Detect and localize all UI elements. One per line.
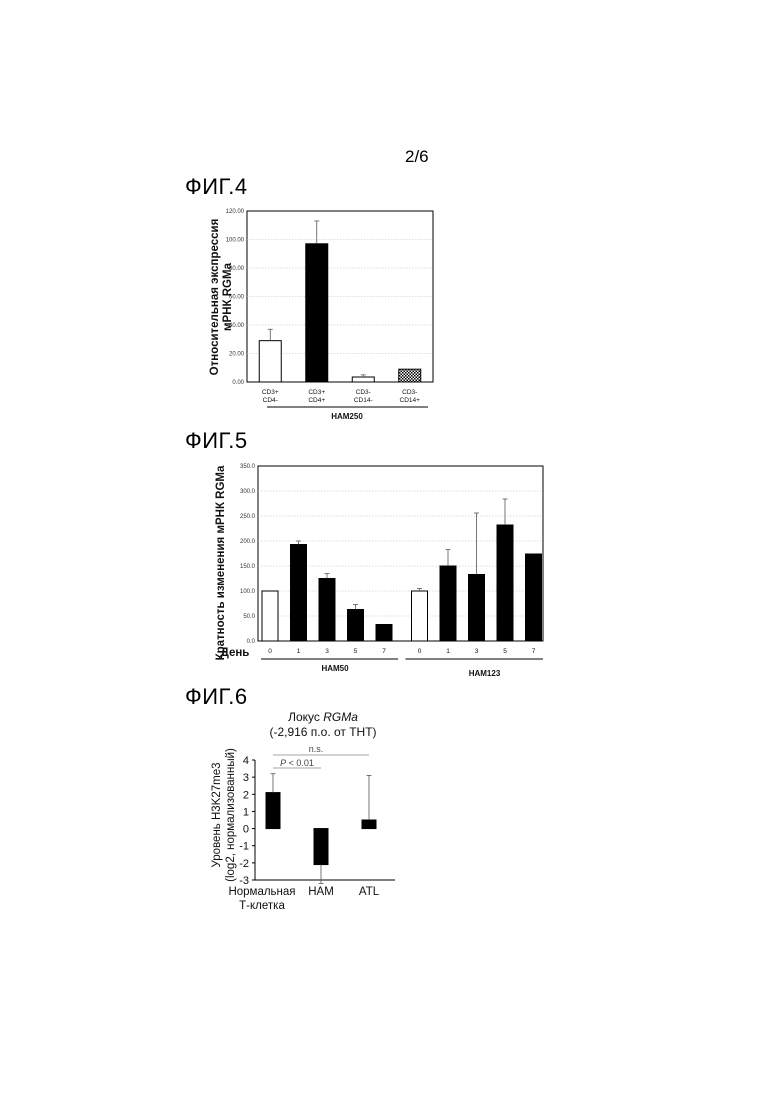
group-label: HAM250 <box>331 412 363 421</box>
y-tick-label: 200.0 <box>240 539 256 545</box>
y-tick-label: 2 <box>243 789 249 801</box>
chart-title: Локус RGMa <box>288 710 358 724</box>
bar <box>259 341 281 382</box>
y-tick-label: 100.00 <box>226 238 245 244</box>
category-label: CD3- <box>402 389 417 396</box>
category-label: CD3+ <box>262 389 279 396</box>
figure-5-chart: 0.0 50.0 100.0 150.0 200.0 250.0 300.0 350.0 0 1 3… <box>215 464 543 678</box>
p-value-text: < 0.01 <box>286 758 314 768</box>
bar <box>291 545 307 642</box>
y-tick-label: 50.0 <box>243 614 255 620</box>
category-label: 5 <box>503 648 507 655</box>
category-label: CD4- <box>263 397 278 404</box>
bar <box>266 793 280 829</box>
category-label: CD14+ <box>400 397 421 404</box>
bar <box>362 820 376 829</box>
y-axis-label: Уровень H3K27me3(log2, нормализованный) <box>211 748 237 882</box>
figure-4-chart: 0.0020.0040.0060.0080.00100.00120.00CD3+… <box>209 209 433 421</box>
chart-title-part: Локус <box>288 710 323 724</box>
figure-6-chart: -3-2-101234НормальнаяТ-клеткаHAMATLЛокус… <box>211 710 395 912</box>
category-label: CD14- <box>354 397 373 404</box>
y-axis-label: Кратность изменения мРНК RGMa <box>215 465 227 660</box>
category-label: 0 <box>268 648 272 655</box>
bar <box>319 579 335 642</box>
bar <box>469 575 485 642</box>
category-label: 7 <box>532 648 536 655</box>
y-axis-label-line: Относительная экспрессия <box>209 219 221 376</box>
y-tick-label: 300.0 <box>240 489 256 495</box>
bar <box>314 829 328 865</box>
category-label: 1 <box>446 648 450 655</box>
category-label: CD4+ <box>308 397 325 404</box>
y-tick-label: 3 <box>243 772 249 784</box>
category-label: 7 <box>382 648 386 655</box>
category-label: Нормальная <box>228 886 295 898</box>
y-tick-label: 120.00 <box>226 209 245 215</box>
bar <box>526 554 542 641</box>
category-label: 5 <box>354 648 358 655</box>
y-tick-label: 0.00 <box>232 380 244 386</box>
y-tick-label: -2 <box>239 858 249 870</box>
category-label: CD3+ <box>308 389 325 396</box>
significance-label: P < 0.01 <box>280 758 314 768</box>
y-tick-label: 1 <box>243 806 249 818</box>
chart-title-italic-part: RGMa <box>323 710 358 724</box>
category-label: ATL <box>359 886 380 898</box>
group-label: HAM50 <box>321 664 349 673</box>
category-label: 3 <box>325 648 329 655</box>
bar <box>376 625 392 642</box>
y-tick-label: 150.0 <box>240 564 256 570</box>
bar <box>262 591 278 641</box>
category-label: CD3- <box>356 389 371 396</box>
bar <box>440 566 456 641</box>
y-tick-label: 250.0 <box>240 514 256 520</box>
y-axis-label-line: (log2, нормализованный) <box>225 748 237 882</box>
significance-label: n.s. <box>309 744 324 754</box>
y-tick-label: 0.0 <box>247 639 256 645</box>
bar <box>399 369 421 382</box>
bar <box>306 244 328 382</box>
y-axis-label-line: Уровень H3K27me3 <box>211 762 223 867</box>
category-label: 1 <box>297 648 301 655</box>
y-tick-label: 100.0 <box>240 589 256 595</box>
category-label: 0 <box>418 648 422 655</box>
category-label: HAM <box>308 886 334 898</box>
bar <box>352 377 374 382</box>
y-tick-label: 0 <box>243 824 249 836</box>
y-axis-label-line: мРНК RGMa <box>222 262 234 331</box>
chart-subtitle: (-2,916 п.о. от ТНТ) <box>269 725 376 739</box>
y-tick-label: 4 <box>243 755 249 767</box>
y-tick-label: 20.00 <box>229 352 245 358</box>
y-tick-label: -1 <box>239 841 249 853</box>
group-label: HAM123 <box>469 669 501 678</box>
category-label: 3 <box>475 648 479 655</box>
bar <box>412 591 428 641</box>
bar <box>348 610 364 642</box>
bar <box>497 525 513 641</box>
y-tick-label: 350.0 <box>240 464 256 470</box>
category-label: Т-клетка <box>239 900 285 912</box>
